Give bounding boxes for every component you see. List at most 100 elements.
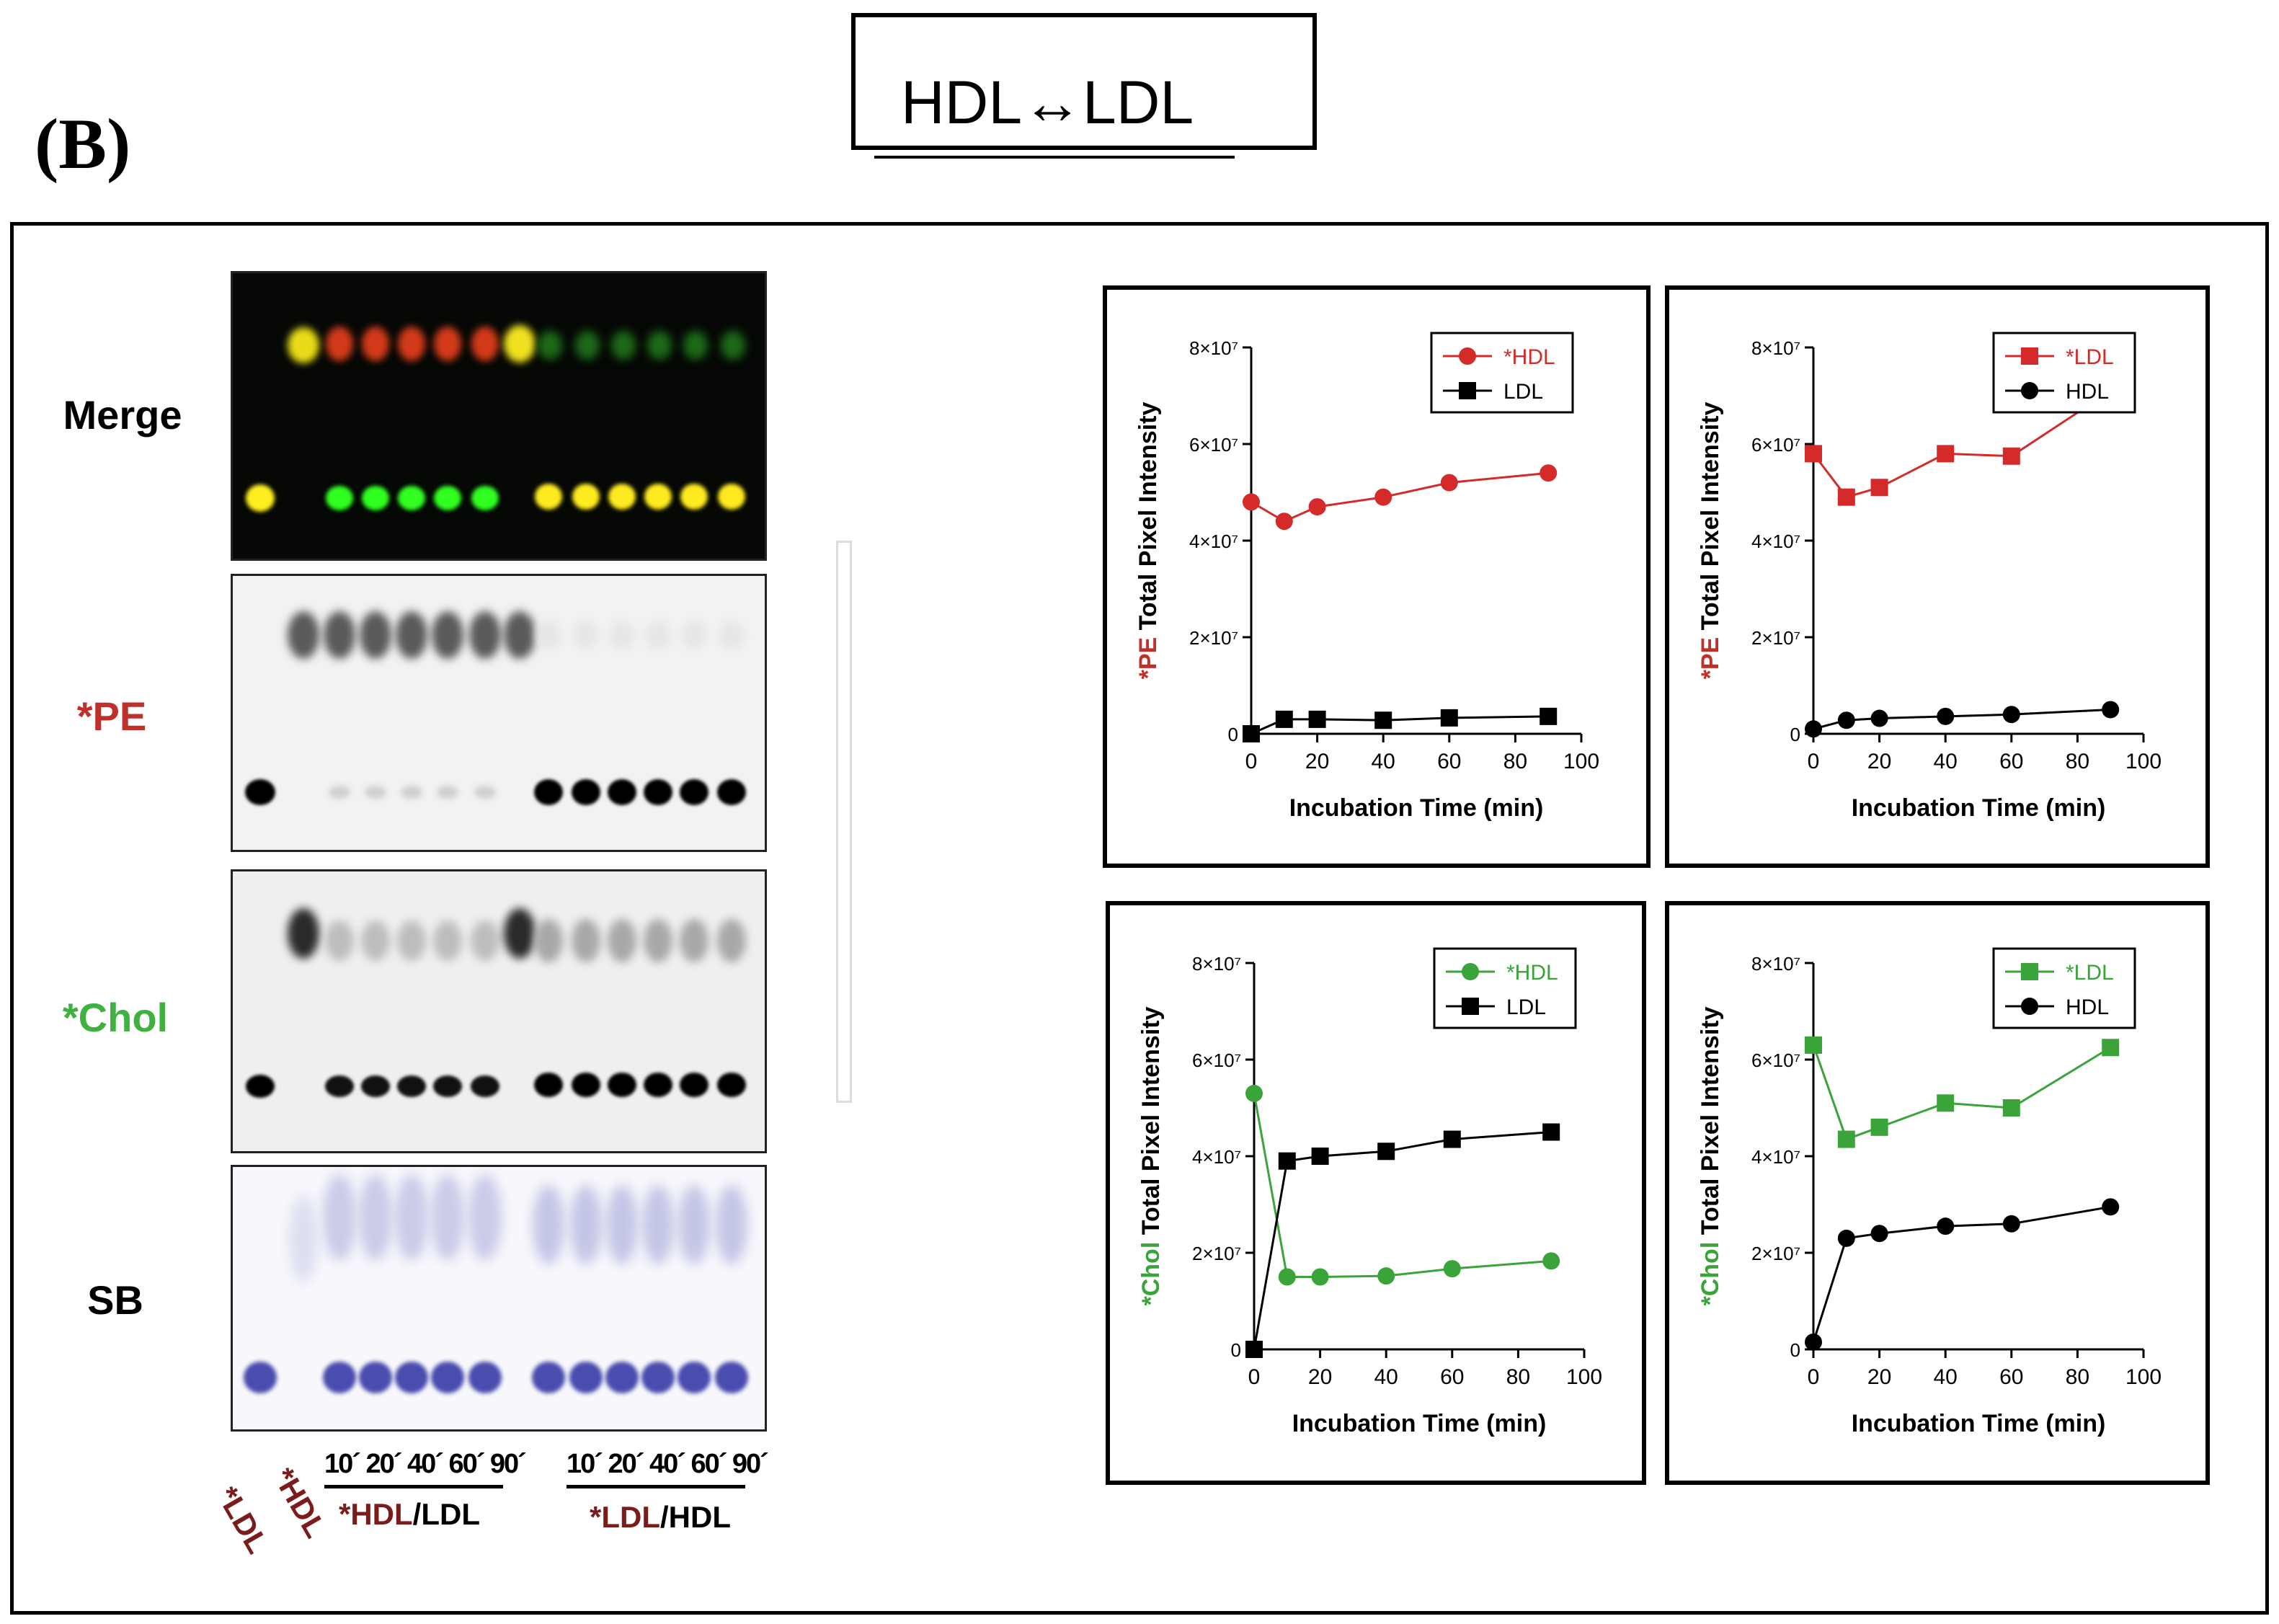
data-point — [1311, 1148, 1329, 1165]
group2-rest: /HDL — [660, 1500, 731, 1534]
y-tick-label: 8×10⁷ — [1751, 337, 1800, 359]
band — [323, 1174, 356, 1261]
y-tick-label: 2×10⁷ — [1751, 627, 1800, 649]
x-tick-label: 60 — [1437, 750, 1461, 773]
band — [504, 325, 536, 363]
y-tick-label: 4×10⁷ — [1751, 531, 1800, 552]
band — [398, 486, 425, 510]
data-point — [1374, 711, 1392, 729]
y-tick-label: 6×10⁷ — [1192, 1050, 1241, 1071]
x-tick-label: 40 — [1934, 750, 1958, 773]
data-point — [1278, 1152, 1296, 1170]
legend-label: LDL — [1503, 380, 1543, 404]
data-point — [1805, 1036, 1822, 1054]
x-axis-label: Incubation Time (min) — [1852, 1410, 2106, 1437]
band — [536, 621, 561, 649]
band — [432, 611, 463, 659]
legend-label: LDL — [1506, 995, 1546, 1019]
legend-marker — [1459, 382, 1476, 399]
band — [359, 1174, 392, 1261]
series-line — [1813, 709, 2111, 730]
group2-label: *LDL/HDL — [590, 1502, 731, 1532]
group1-star: *HDL — [339, 1497, 413, 1531]
x-tick-label: 80 — [2066, 750, 2089, 773]
y-axis-label: *Chol Total Pixel Intensity — [1137, 1006, 1165, 1305]
group2-star: *LDL — [590, 1500, 660, 1534]
band — [534, 1073, 563, 1097]
band — [608, 919, 636, 962]
data-point — [2002, 447, 2020, 465]
band — [365, 786, 386, 799]
data-point — [1540, 707, 1558, 725]
band — [469, 611, 501, 659]
band — [644, 779, 672, 805]
band — [468, 1362, 502, 1393]
band — [608, 779, 636, 805]
panel-label: (B) — [35, 104, 131, 184]
band — [721, 331, 745, 360]
data-point — [1243, 493, 1260, 511]
chart-pe-hdl: 0 20 40 60 80 100 0 2×10⁷ 4×10⁷ 6×10⁷ 8×10⁷ Incubat… — [1103, 285, 1651, 868]
x-tick-label: 100 — [1563, 750, 1599, 773]
x-tick-label: 60 — [1999, 750, 2023, 773]
x-tick-label: 20 — [1308, 1365, 1332, 1389]
data-point — [2002, 706, 2020, 724]
data-point — [1937, 445, 1955, 463]
title-underline — [874, 156, 1235, 159]
band — [538, 331, 562, 360]
group1-label: *HDL/LDL — [339, 1499, 480, 1530]
band — [717, 919, 746, 962]
legend-label: *HDL — [1506, 961, 1558, 985]
group2-underline — [567, 1485, 745, 1488]
band — [362, 486, 389, 510]
band — [642, 1185, 674, 1264]
data-point — [1937, 1217, 1955, 1235]
x-tick-label: 80 — [2066, 1365, 2089, 1389]
band — [647, 331, 672, 360]
y-tick-label: 0 — [1790, 724, 1800, 745]
band — [572, 484, 600, 510]
data-point — [1308, 710, 1326, 728]
data-point — [1937, 707, 1955, 725]
band — [534, 779, 563, 805]
band — [572, 919, 600, 962]
band — [534, 919, 563, 962]
data-point — [1805, 720, 1822, 738]
chart-pe-hdl-svg: 0 20 40 60 80 100 0 2×10⁷ 4×10⁷ 6×10⁷ 8×10⁷ Incubat… — [1134, 332, 1599, 822]
data-point — [1275, 513, 1293, 531]
band — [396, 611, 427, 659]
data-point — [1805, 1333, 1822, 1351]
band — [398, 327, 425, 361]
data-point — [1440, 474, 1458, 492]
y-tick-label: 0 — [1228, 724, 1238, 745]
series-line — [1812, 1205, 2111, 1343]
x-tick-label: 40 — [1372, 750, 1395, 773]
x-tick-label: 100 — [1566, 1365, 1602, 1389]
band — [431, 1174, 464, 1261]
legend-label: *LDL — [2066, 345, 2114, 369]
y-tick-label: 4×10⁷ — [1192, 1146, 1241, 1168]
y-tick-label: 6×10⁷ — [1189, 434, 1238, 456]
y-axis-label: *PE Total Pixel Intensity — [1134, 402, 1162, 680]
band — [471, 920, 499, 961]
x-axis-label: Incubation Time (min) — [1289, 794, 1544, 822]
band — [397, 920, 426, 961]
data-point — [1443, 1260, 1461, 1278]
series-line — [1250, 471, 1549, 523]
x-tick-label: 20 — [1305, 750, 1329, 773]
band — [605, 1362, 639, 1393]
band — [535, 484, 562, 510]
band — [289, 1196, 318, 1282]
data-point — [1837, 488, 1855, 506]
band — [532, 1362, 565, 1393]
chart-pe-ldl: 0 20 40 60 80 100 0 2×10⁷ 4×10⁷ 6×10⁷ 8×10⁷ Incubat… — [1665, 285, 2210, 868]
x-axis-label: Incubation Time (min) — [1292, 1410, 1547, 1437]
legend-marker — [2021, 347, 2038, 365]
x-tick-label: 100 — [2125, 750, 2162, 773]
chart-chol-hdl-svg: 0 20 40 60 80 100 0 2×10⁷ 4×10⁷ 6×10⁷ 8×10⁷ Incubat… — [1137, 947, 1602, 1437]
y-tick-label: 8×10⁷ — [1192, 953, 1241, 975]
y-axis-label-text: Total Pixel Intensity — [1697, 1006, 1724, 1241]
x-tick-label: 80 — [1503, 750, 1527, 773]
x-tick-label: 0 — [1245, 750, 1258, 773]
data-point — [1245, 1084, 1263, 1102]
